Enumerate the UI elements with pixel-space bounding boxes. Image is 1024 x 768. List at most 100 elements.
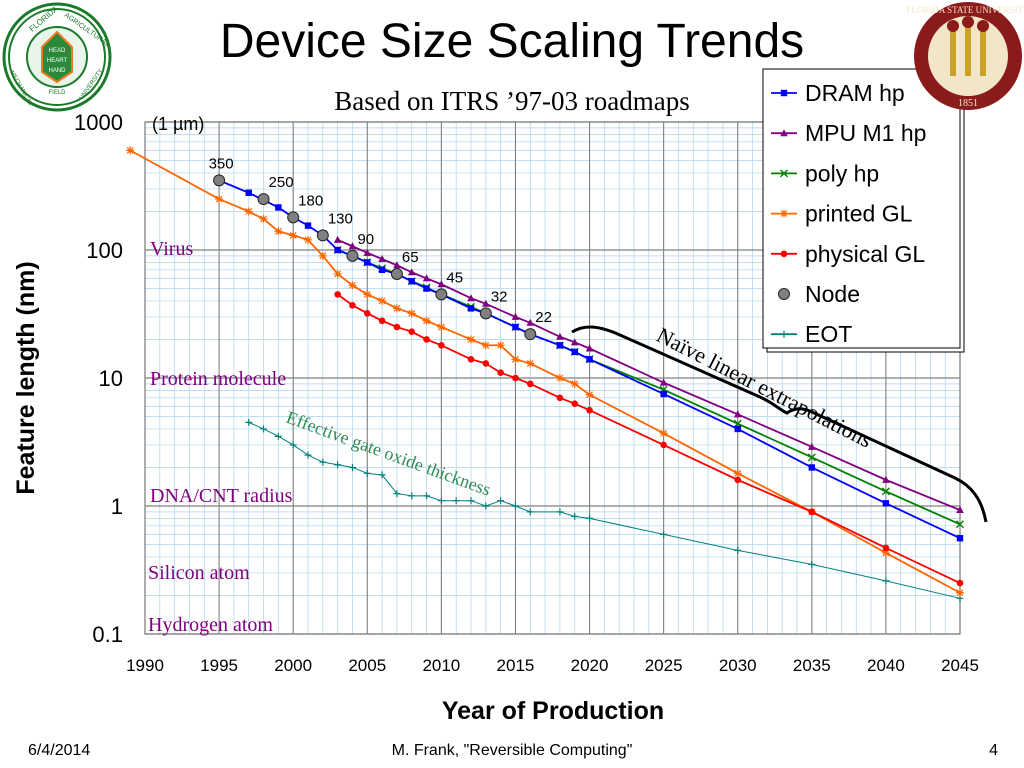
data-point-mpu-m1-hp bbox=[422, 274, 431, 282]
data-point-eot bbox=[348, 463, 356, 471]
data-point-dram-hp bbox=[512, 323, 519, 331]
data-point-physical-gl bbox=[882, 544, 890, 552]
data-point-physical-gl bbox=[408, 328, 416, 335]
legend-entry-printed-gl: printed GL bbox=[771, 201, 913, 227]
data-point-node bbox=[346, 249, 359, 262]
legend-entry-poly-hp: poly hp bbox=[771, 160, 879, 186]
data-point-eot bbox=[526, 508, 534, 516]
data-point-eot bbox=[734, 546, 742, 554]
data-point-node bbox=[524, 328, 537, 341]
data-point-printed-gl bbox=[378, 296, 387, 305]
data-point-physical-gl bbox=[586, 406, 593, 414]
data-point-eot bbox=[808, 560, 816, 568]
data-point-dram-hp bbox=[467, 305, 475, 312]
series-physical-gl bbox=[334, 291, 964, 587]
data-point-eot bbox=[408, 492, 416, 500]
data-point-printed-gl bbox=[274, 227, 283, 236]
node-label: 22 bbox=[535, 309, 552, 326]
data-point-poly-hp bbox=[881, 487, 890, 496]
data-point-printed-gl bbox=[422, 316, 431, 325]
data-point-dram-hp bbox=[956, 535, 964, 542]
annotation-protein-molecule: Protein molecule bbox=[150, 368, 286, 390]
data-point-eot bbox=[452, 497, 460, 505]
data-point-eot bbox=[437, 497, 445, 505]
data-point-mpu-m1-hp bbox=[659, 378, 668, 386]
data-point-node bbox=[287, 211, 300, 224]
series-printed-gl bbox=[126, 146, 964, 597]
data-point-dram-hp bbox=[556, 342, 564, 349]
footer-date: 6/4/2014 bbox=[28, 742, 91, 759]
data-point-mpu-m1-hp bbox=[348, 242, 357, 250]
annotation-virus: Virus bbox=[150, 238, 193, 260]
legend-entry-mpu-m1-hp: MPU M1 hp bbox=[771, 120, 926, 146]
data-point-mpu-m1-hp bbox=[808, 442, 816, 450]
data-point-printed-gl bbox=[956, 588, 964, 597]
data-point-dram-hp bbox=[245, 189, 252, 196]
data-point-physical-gl bbox=[482, 360, 490, 367]
x-axis-title: Year of Production bbox=[442, 697, 664, 725]
x-tick-label: 1995 bbox=[200, 656, 238, 675]
data-point-mpu-m1-hp bbox=[407, 268, 416, 276]
data-point-dram-hp bbox=[571, 348, 578, 356]
legend-label: DRAM hp bbox=[805, 80, 905, 106]
legend-label: MPU M1 hp bbox=[805, 120, 926, 146]
x-tick-label: 2020 bbox=[571, 656, 609, 675]
legend-swatch-marker bbox=[780, 129, 788, 137]
data-point-physical-gl bbox=[438, 342, 445, 349]
data-point-physical-gl bbox=[956, 579, 964, 587]
data-point-dram-hp bbox=[882, 500, 890, 507]
data-point-eot bbox=[274, 432, 282, 440]
data-point-mpu-m1-hp bbox=[333, 235, 342, 243]
data-point-physical-gl bbox=[334, 291, 341, 298]
data-point-printed-gl bbox=[289, 231, 298, 240]
data-point-printed-gl bbox=[407, 309, 416, 318]
node-label: 90 bbox=[357, 231, 374, 248]
data-point-mpu-m1-hp bbox=[482, 299, 490, 307]
data-point-physical-gl bbox=[423, 336, 430, 343]
data-point-printed-gl bbox=[304, 235, 312, 244]
famu-heart-text: HEART bbox=[47, 58, 68, 64]
data-point-printed-gl bbox=[467, 335, 475, 344]
data-point-mpu-m1-hp bbox=[556, 332, 564, 340]
slide-title: Device Size Scaling Trends bbox=[219, 15, 805, 68]
data-point-dram-hp bbox=[423, 285, 430, 292]
data-point-eot bbox=[260, 425, 268, 433]
data-point-eot bbox=[660, 530, 668, 538]
series-dram-hp bbox=[215, 177, 964, 542]
x-tick-label: 1990 bbox=[126, 656, 164, 675]
data-point-mpu-m1-hp bbox=[511, 312, 520, 320]
data-point-eot bbox=[556, 508, 564, 516]
data-point-physical-gl bbox=[734, 476, 742, 484]
data-point-dram-hp bbox=[408, 278, 415, 285]
data-point-physical-gl bbox=[512, 374, 519, 382]
annotation-silicon-atom: Silicon atom bbox=[148, 562, 250, 584]
data-point-eot bbox=[378, 471, 386, 479]
node-label: 65 bbox=[402, 249, 419, 266]
data-point-mpu-m1-hp bbox=[956, 506, 964, 514]
data-point-node bbox=[479, 307, 492, 320]
data-point-eot bbox=[289, 441, 297, 449]
data-point-poly-hp bbox=[956, 520, 964, 529]
famu-hand-text: HAND bbox=[48, 68, 66, 74]
data-point-dram-hp bbox=[660, 390, 667, 398]
legend-swatch-marker bbox=[780, 330, 788, 338]
data-point-mpu-m1-hp bbox=[467, 294, 475, 302]
data-point-mpu-m1-hp bbox=[570, 338, 579, 346]
x-tick-label: 2010 bbox=[422, 656, 460, 675]
legend-label: poly hp bbox=[805, 160, 879, 186]
data-point-dram-hp bbox=[586, 356, 593, 363]
footer-author: M. Frank, "Reversible Computing" bbox=[391, 742, 633, 759]
data-point-eot bbox=[467, 497, 475, 505]
data-point-physical-gl bbox=[349, 301, 356, 309]
y-tick-label: 10 bbox=[99, 366, 123, 391]
fsu-year-text: 1851 bbox=[958, 98, 978, 109]
extrapolation-brace bbox=[571, 325, 988, 523]
data-point-node bbox=[316, 229, 329, 242]
data-point-printed-gl bbox=[215, 195, 224, 204]
data-point-dram-hp bbox=[378, 266, 386, 274]
data-point-node bbox=[213, 174, 226, 187]
annotation-unit-note: (1 µm) bbox=[152, 114, 204, 134]
series-mpu-m1-hp bbox=[333, 235, 964, 514]
